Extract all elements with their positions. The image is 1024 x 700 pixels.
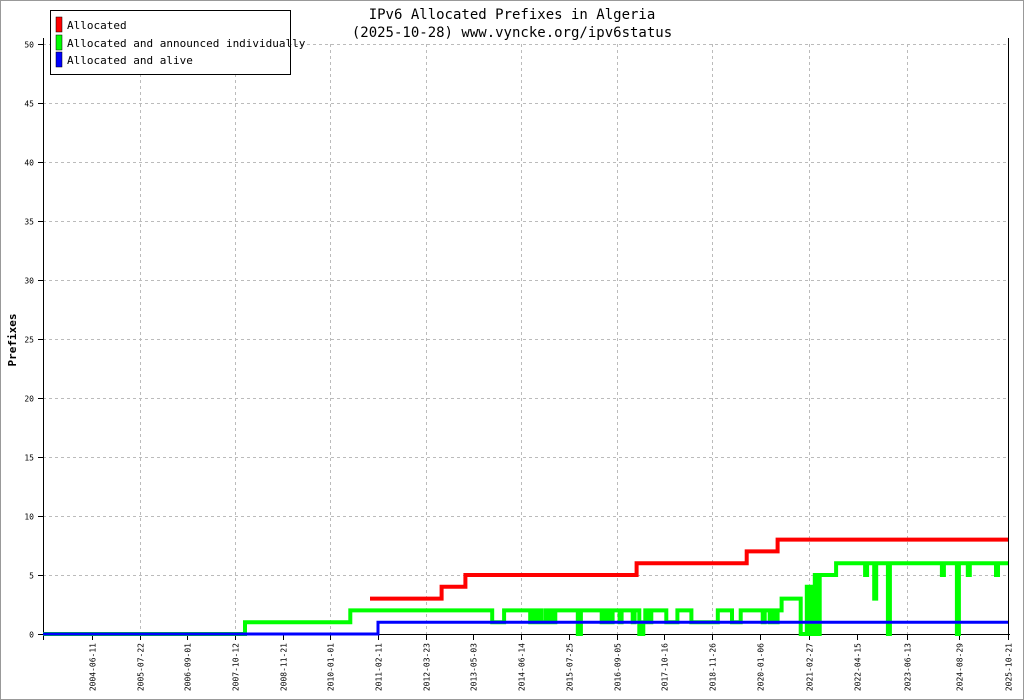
- x-tick-label: 2005-07-22: [137, 643, 146, 691]
- x-tick-label: 2024-08-29: [956, 643, 965, 691]
- x-tick-label: 2012-03-23: [423, 643, 432, 691]
- y-tick-label: 50: [24, 41, 34, 50]
- legend-swatch-announced: [55, 34, 63, 51]
- x-tick-label: 2022-04-15: [854, 643, 863, 691]
- legend-box: [50, 10, 291, 75]
- x-tick-label: 2023-06-13: [904, 643, 913, 691]
- y-tick-label: 5: [29, 572, 34, 581]
- series-line-allocated: [370, 537, 1008, 601]
- legend-swatch-allocated: [55, 16, 63, 33]
- x-tick-label: 2017-10-16: [661, 643, 670, 691]
- x-tick-label: 2010-01-01: [327, 643, 336, 691]
- y-tick-label: 45: [24, 100, 34, 109]
- legend: Allocated Allocated and announced indivi…: [50, 10, 306, 75]
- y-tick-label: 25: [24, 336, 34, 345]
- x-tick-label: 2018-11-26: [709, 643, 718, 691]
- x-tick-label: 2007-10-12: [232, 643, 241, 691]
- y-tick-label: 0: [29, 631, 34, 640]
- x-tick-label: 2015-07-25: [566, 643, 575, 691]
- x-tick-label: 2025-10-21: [1005, 643, 1014, 691]
- legend-label-announced: Allocated and announced individually: [67, 37, 306, 50]
- legend-label-alive: Allocated and alive: [67, 54, 193, 67]
- x-tick-label: 2004-06-11: [89, 643, 98, 691]
- y-tick-label: 15: [24, 454, 34, 463]
- y-tick-label: 35: [24, 218, 34, 227]
- y-tick-label: 40: [24, 159, 34, 168]
- y-axis-label: Prefixes: [6, 314, 19, 367]
- x-tick-label: 2006-09-01: [184, 643, 193, 691]
- x-tick-label: 2016-09-05: [614, 643, 623, 691]
- chart-subtitle: (2025-10-28) www.vyncke.org/ipv6status: [352, 25, 672, 41]
- x-tick-label: 2008-11-21: [280, 643, 289, 691]
- y-tick-label: 10: [24, 513, 34, 522]
- x-tick-label: 2021-02-27: [806, 643, 815, 691]
- y-tick-label: 20: [24, 395, 34, 404]
- y-tick-label: 30: [24, 277, 34, 286]
- chart-title: IPv6 Allocated Prefixes in Algeria: [369, 7, 656, 23]
- grid: [43, 44, 1008, 634]
- x-tick-label: 2014-06-14: [518, 643, 527, 691]
- series-line-allocated-and-alive: [43, 620, 1008, 636]
- legend-label-allocated: Allocated: [67, 19, 127, 32]
- x-tick-label: 2013-05-03: [470, 643, 479, 691]
- x-tick-label: 2020-01-06: [757, 643, 766, 691]
- legend-swatch-alive: [55, 51, 63, 68]
- series-layer: [43, 537, 1008, 636]
- x-tick-label: 2011-02-11: [375, 643, 384, 691]
- axes: 0 5 10 15 20 25 30 35 40 45 50 2004-06-11 2005-07-22…: [24, 38, 1014, 691]
